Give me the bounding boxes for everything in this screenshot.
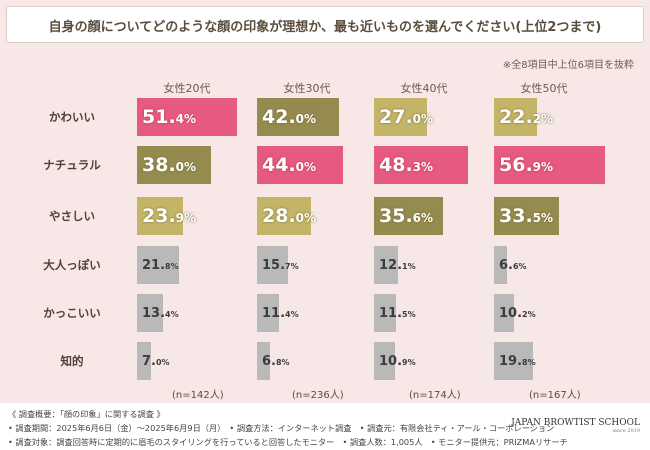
- sample-size-label: (n=174人): [409, 390, 461, 401]
- bar: [494, 98, 537, 136]
- data-label: 6.8%: [262, 354, 290, 369]
- bar: [374, 146, 468, 184]
- data-label: 51.4%: [142, 106, 197, 128]
- bar: [374, 342, 395, 380]
- row-label: やさしい: [49, 209, 95, 223]
- bar: [374, 98, 427, 136]
- bar: [257, 146, 343, 184]
- bar: [494, 246, 507, 284]
- bar: [257, 342, 270, 380]
- bar: [137, 98, 237, 136]
- bar: [137, 146, 211, 184]
- data-label: 6.6%: [499, 258, 527, 273]
- data-label: 23.9%: [142, 205, 197, 227]
- title-box: 自身の顔についてどのような顔の印象が理想か、最も近いものを選んでください(上位2…: [6, 6, 644, 43]
- row-label: かわいい: [49, 110, 95, 124]
- bar: [137, 246, 179, 284]
- sample-size-label: (n=236人): [292, 390, 344, 401]
- data-label: 27.0%: [379, 106, 434, 128]
- footer-survey-period: • 調査期間：2025年6月6日（金）〜2025年6月9日（月） • 調査方法：…: [8, 423, 555, 433]
- bar: [257, 294, 279, 332]
- bar: [257, 98, 339, 136]
- data-label: 13.4%: [142, 306, 179, 321]
- sample-size-label: (n=167人): [529, 390, 581, 401]
- row-label: ナチュラル: [43, 158, 101, 172]
- bar: [374, 246, 398, 284]
- bar: [494, 197, 559, 235]
- chart-title: 自身の顔についてどのような顔の印象が理想か、最も近いものを選んでください(上位2…: [48, 20, 602, 35]
- footer: 《 調査概要：「顔の印象」に関する調査 》 • 調査期間：2025年6月6日（金…: [0, 403, 650, 450]
- chart-note: ※全8項目中上位6項目を抜粋: [502, 60, 634, 71]
- bar: [374, 294, 396, 332]
- data-label: 10.9%: [379, 354, 416, 369]
- brand-logo-sub: since 2019: [612, 428, 640, 434]
- bar: [494, 294, 514, 332]
- brand-logo: JAPAN BROWTIST SCHOOL since 2019: [511, 418, 640, 434]
- data-label: 21.8%: [142, 258, 179, 273]
- brand-logo-text: JAPAN BROWTIST SCHOOL: [511, 418, 640, 428]
- sample-size-label: (n=142人): [172, 390, 224, 401]
- bar: [257, 246, 288, 284]
- data-label: 38.0%: [142, 154, 197, 176]
- bar: [374, 197, 443, 235]
- data-label: 11.5%: [379, 306, 416, 321]
- footer-survey-title: 《 調査概要：「顔の印象」に関する調査 》: [8, 409, 165, 419]
- column-label: 女性50代: [520, 82, 568, 95]
- data-label: 22.2%: [499, 106, 554, 128]
- column-label: 女性20代: [163, 82, 211, 95]
- data-label: 10.2%: [499, 306, 536, 321]
- column-label: 女性30代: [283, 82, 331, 95]
- data-label: 35.6%: [379, 205, 434, 227]
- bar: [494, 146, 605, 184]
- data-label: 15.7%: [262, 258, 299, 273]
- data-label: 11.4%: [262, 306, 299, 321]
- row-label: かっこいい: [43, 306, 101, 320]
- bar: [257, 197, 311, 235]
- row-label: 大人っぽい: [43, 258, 101, 272]
- bar: [494, 342, 533, 380]
- data-label: 42.0%: [262, 106, 317, 128]
- bar: [137, 294, 163, 332]
- data-label: 28.0%: [262, 205, 317, 227]
- data-label: 56.9%: [499, 154, 554, 176]
- bar: [137, 342, 151, 380]
- data-label: 48.3%: [379, 154, 434, 176]
- bar: [137, 197, 183, 235]
- data-label: 19.8%: [499, 354, 536, 369]
- column-label: 女性40代: [400, 82, 448, 95]
- data-label: 12.1%: [379, 258, 416, 273]
- footer-survey-target: • 調査対象：調査回答時に定期的に眉毛のスタイリングを行っていると回答したモニタ…: [8, 437, 568, 447]
- data-label: 33.5%: [499, 205, 554, 227]
- data-label: 44.0%: [262, 154, 317, 176]
- row-label: 知的: [60, 354, 84, 368]
- data-label: 7.0%: [142, 354, 170, 369]
